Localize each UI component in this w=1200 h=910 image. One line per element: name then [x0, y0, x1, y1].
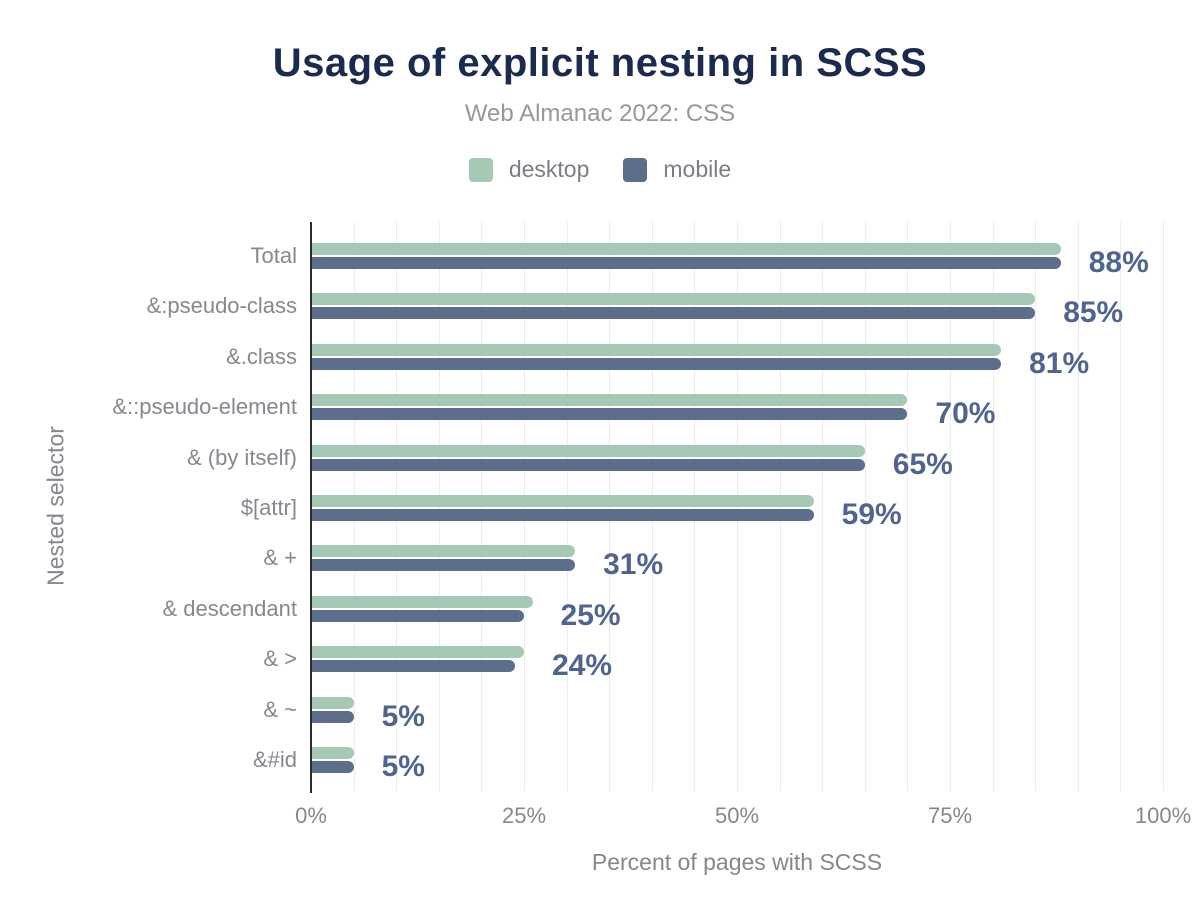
- category-label: Total: [250, 243, 297, 268]
- bar-mobile: [312, 257, 1061, 269]
- legend-label-desktop: desktop: [508, 156, 590, 182]
- category-label: & descendant: [162, 595, 297, 621]
- value-label: 5%: [381, 699, 425, 733]
- bar-desktop: [312, 545, 576, 558]
- bar-desktop: [312, 495, 814, 507]
- legend-label-mobile: mobile: [663, 156, 732, 182]
- legend-item-desktop: desktop: [468, 156, 590, 183]
- category-label: & +: [263, 545, 297, 571]
- bar-mobile: [312, 761, 354, 773]
- bar-mobile: [312, 458, 865, 471]
- bar-desktop: [312, 343, 1002, 356]
- category-label: & ~: [263, 696, 297, 722]
- bar-mobile: [312, 357, 1002, 370]
- gridline: [822, 222, 824, 791]
- chart-title: Usage of explicit nesting in SCSS: [272, 41, 928, 85]
- chart-subtitle: Web Almanac 2022: CSS: [464, 100, 736, 127]
- bar-desktop: [312, 293, 1036, 306]
- x-axis-title: Percent of pages with SCSS: [591, 849, 883, 875]
- bar-desktop: [312, 394, 908, 407]
- bar-desktop: [312, 444, 865, 457]
- value-label: 81%: [1029, 346, 1090, 380]
- gridline: [1035, 222, 1037, 791]
- y-axis-title: Nested selector: [42, 426, 69, 586]
- plot-area: Total 88%&:pseudo-class 85%&.class 81%&::ps…: [112, 222, 1191, 828]
- bar-mobile: [312, 509, 814, 521]
- category-label: & >: [263, 646, 297, 672]
- value-label: 25%: [560, 598, 621, 632]
- category-label: $[attr]: [240, 495, 297, 520]
- gridline: [1077, 222, 1079, 791]
- bar-desktop: [312, 747, 354, 759]
- category-label: &.class: [226, 343, 297, 369]
- bar-mobile: [312, 609, 524, 622]
- value-label: 65%: [892, 447, 953, 481]
- category-label: &:pseudo-class: [146, 293, 297, 319]
- category-label: &#id: [252, 747, 297, 772]
- x-tick-label: 100%: [1134, 803, 1192, 828]
- value-label: 85%: [1063, 296, 1124, 330]
- x-tick-label: 25%: [501, 803, 547, 828]
- bar-desktop: [312, 646, 524, 659]
- value-label: 59%: [841, 498, 902, 531]
- gridline: [992, 222, 994, 791]
- category-label: &::pseudo-element: [112, 394, 297, 420]
- legend-swatch-mobile: [623, 157, 648, 182]
- bar-mobile: [312, 408, 908, 421]
- gridline: [950, 222, 951, 791]
- value-label: 24%: [552, 649, 613, 683]
- bar-desktop: [312, 595, 533, 608]
- legend: desktop mobile: [0, 156, 1200, 183]
- value-label: 31%: [603, 548, 664, 582]
- category-label: & (by itself): [186, 444, 297, 470]
- y-axis-line: [310, 222, 312, 793]
- value-label: 88%: [1088, 246, 1149, 279]
- bar-mobile: [312, 660, 516, 673]
- bar-mobile: [312, 559, 576, 572]
- x-tick-label: 50%: [714, 803, 760, 828]
- gridline: [907, 222, 909, 791]
- bar-mobile: [312, 307, 1036, 320]
- value-label: 70%: [935, 397, 996, 431]
- gridline: [1120, 222, 1122, 791]
- bar-mobile: [312, 710, 354, 723]
- legend-item-mobile: mobile: [623, 156, 731, 183]
- gridline: [1163, 222, 1164, 791]
- legend-swatch-desktop: [468, 157, 493, 182]
- bar-desktop: [312, 696, 354, 709]
- value-label: 5%: [381, 750, 425, 783]
- x-tick-label: 0%: [295, 803, 327, 828]
- gridline: [864, 222, 866, 791]
- bar-desktop: [312, 243, 1061, 255]
- x-tick-label: 75%: [927, 803, 973, 828]
